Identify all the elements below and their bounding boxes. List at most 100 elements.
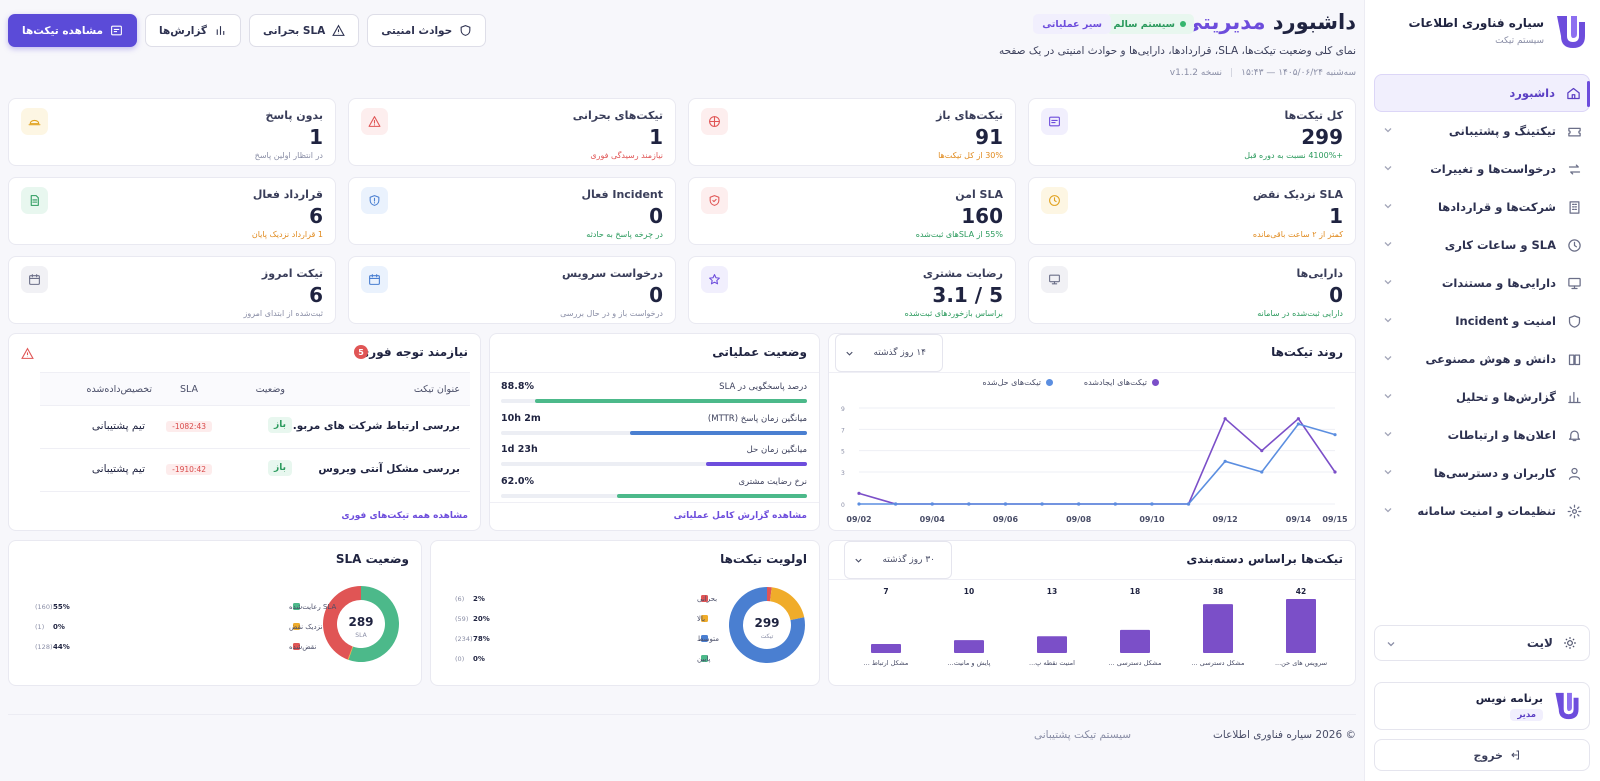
category-label: پایش و مانیت... (948, 659, 991, 667)
view-tickets-label: مشاهده تیکت‌ها (22, 24, 104, 37)
donut-center-label: تیکت (761, 633, 774, 640)
stat-card[interactable]: رضایت مشتری 5 / 3.1 براساس بازخوردهای ثب… (688, 256, 1016, 324)
monitor-icon (1566, 275, 1582, 291)
sidebar-item-9[interactable]: اعلان‌ها و ارتباطات (1374, 416, 1590, 454)
ticket-title[interactable]: بررسی ارتباط شرکت های مربو... (284, 420, 460, 432)
reports-button[interactable]: گزارش‌ها (145, 14, 242, 47)
ticket-title[interactable]: بررسی مشکل آنتی ویروس (318, 463, 460, 475)
message-icon (1049, 116, 1060, 127)
chevron-down-icon (855, 558, 862, 563)
theme-switcher[interactable]: لایت (1374, 625, 1590, 661)
data-point (1040, 502, 1044, 506)
legend-created-label: تیکت‌های ایجادشده (1083, 378, 1147, 387)
donut-slice (767, 587, 772, 602)
stat-card[interactable]: تیکت امروز 6 ثبت‌شده از ابتدای امروز (8, 256, 336, 324)
shield-check-icon (709, 195, 720, 206)
legend-percent: 44% (53, 643, 70, 651)
ops-title: وضعیت عملیاتی (712, 345, 807, 359)
legend-swatch (293, 643, 300, 650)
sidebar-item-5[interactable]: دارایی‌ها و مستندات (1374, 264, 1590, 302)
sidebar-item-6[interactable]: امنیت و Incident (1374, 302, 1590, 340)
bar-value-label: 42 (1296, 587, 1306, 596)
stat-card[interactable]: SLA امن 160 55% از SLAهای ثبت‌شده (688, 177, 1016, 245)
table-row[interactable]: بررسی ارتباط شرکت های مربو... باز -1082:… (40, 406, 470, 449)
trend-range-value: ۱۴ روز گذشته (873, 348, 926, 358)
trend-range-select[interactable]: ۱۴ روز گذشته (835, 334, 943, 372)
table-body: بررسی ارتباط شرکت های مربو... باز -1082:… (40, 406, 470, 492)
data-point (1260, 470, 1264, 474)
stat-value: 5 / 3.1 (932, 283, 1003, 307)
bar (871, 644, 901, 653)
logout-button[interactable]: خروج (1374, 739, 1590, 771)
stat-note: 55% از SLAهای ثبت‌شده (915, 230, 1003, 239)
category-bar-chart: 42 سرویس های حن... 38 مشکل دسترسی ... 18 مشکل… (864, 587, 1327, 667)
user-card[interactable]: برنامه نویس مدیر (1374, 682, 1590, 730)
legend-swatch (701, 655, 708, 662)
sidebar-item-11[interactable]: تنظیمات و امنیت سامانه (1374, 492, 1590, 530)
book-icon (1568, 354, 1580, 365)
donut-slice (347, 646, 354, 660)
calendar-icon (369, 274, 380, 285)
sidebar-item-2[interactable]: درخواست‌ها و تغییرات (1374, 150, 1590, 188)
stat-icon-box (701, 108, 728, 135)
legend-label: پایین (697, 655, 711, 663)
stat-label: درخواست سرویس (561, 267, 663, 280)
legend-count: (59) (455, 615, 468, 623)
stat-card[interactable]: کل تیکت‌ها 299 +4100% نسبت به دوره قبل (1028, 98, 1356, 166)
ops-metric-value: 62.0% (501, 475, 534, 487)
series-line (859, 423, 1336, 505)
sidebar-item-1[interactable]: تیکتینگ و پشتیبانی (1374, 112, 1590, 150)
legend-count: (0) (455, 655, 464, 663)
sidebar-item-4[interactable]: SLA و ساعات کاری (1374, 226, 1590, 264)
stat-card[interactable]: درخواست سرویس 0 درخواست باز و در حال برر… (348, 256, 676, 324)
sidebar-item-8[interactable]: گزارش‌ها و تحلیل (1374, 378, 1590, 416)
chevron-down-icon (1384, 394, 1392, 399)
sla-critical-button[interactable]: SLA بحرانی (249, 14, 360, 47)
bell-icon (1568, 430, 1580, 441)
col-status: وضعیت (255, 384, 285, 395)
stat-card[interactable]: SLA نزدیک نقض 1 کمتر از ۲ ساعت باقی‌ماند… (1028, 177, 1356, 245)
stat-note: نیازمند رسیدگی فوری (590, 151, 663, 160)
sidebar-item-3[interactable]: شرکت‌ها و قراردادها (1374, 188, 1590, 226)
y-tick-label: 9 (841, 406, 845, 413)
table-row[interactable]: بررسی مشکل آنتی ویروس باز -1910:42 تیم پ… (40, 449, 470, 492)
data-point (1186, 502, 1191, 506)
sidebar-item-10[interactable]: کاربران و دسترسی‌ها (1374, 454, 1590, 492)
security-incidents-button[interactable]: حوادث امنیتی (367, 14, 487, 47)
ops-card: وضعیت عملیاتی درصد پاسخگویی در SLA 88.8%… (489, 333, 820, 531)
chevron-down-icon (1384, 318, 1392, 323)
stat-card[interactable]: قرارداد فعال 6 1 قرارداد نزدیک پایان (8, 177, 336, 245)
category-range-select[interactable]: ۳۰ روز گذشته (844, 541, 952, 579)
stat-card[interactable]: تیکت‌های بحرانی 1 نیازمند رسیدگی فوری (348, 98, 676, 166)
status-badge: باز (268, 460, 292, 476)
target-icon (709, 116, 720, 127)
stat-value: 91 (975, 125, 1003, 149)
bar (1203, 604, 1233, 653)
ops-report-link[interactable]: مشاهده گزارش کامل عملیاتی (673, 511, 807, 521)
brand[interactable]: سیاره فناوری اطلاعات سیستم تیکت (1376, 14, 1588, 54)
user-icon (1568, 467, 1580, 480)
ops-metric-row: میانگین زمان حل 1d 23h (501, 444, 807, 475)
status-badge: باز (268, 417, 292, 433)
sidebar-item-7[interactable]: دانش و هوش مصنوعی (1374, 340, 1590, 378)
ticket-icon (1567, 127, 1581, 136)
stat-card[interactable]: تیکت‌های باز 91 30% از کل تیکت‌ها (688, 98, 1016, 166)
data-point (1003, 502, 1008, 506)
stat-card[interactable]: بدون پاسخ 1 در انتظار اولین پاسخ (8, 98, 336, 166)
sidebar-item-label: اعلان‌ها و ارتباطات (1447, 428, 1556, 442)
bar-chart-icon (1567, 391, 1581, 403)
view-tickets-button[interactable]: مشاهده تیکت‌ها (8, 14, 138, 47)
urgent-all-link[interactable]: مشاهده همه تیکت‌های فوری (341, 511, 468, 521)
stat-card[interactable]: دارایی‌ها 0 دارایی ثبت‌شده در سامانه (1028, 256, 1356, 324)
page-title: داشبورد مدیریتی (1182, 10, 1356, 34)
donut-slice (348, 586, 400, 662)
stat-card[interactable]: Incident فعال 0 در چرخه پاسخ به حادثه (348, 177, 676, 245)
sidebar-item-0[interactable]: داشبورد (1374, 74, 1590, 112)
category-title: تیکت‌ها براساس دسته‌بندی (1186, 552, 1343, 566)
legend-swatch (701, 615, 708, 622)
sidebar-item-label: SLA و ساعات کاری (1444, 238, 1556, 252)
category-range-value: ۳۰ روز گذشته (882, 555, 935, 565)
category-card: تیکت‌ها براساس دسته‌بندی ۳۰ روز گذشته 42… (828, 540, 1356, 686)
stat-icon-box (1041, 266, 1068, 293)
table-header: عنوان تیکت وضعیت SLA تخصیص‌داده‌شده (40, 372, 470, 406)
